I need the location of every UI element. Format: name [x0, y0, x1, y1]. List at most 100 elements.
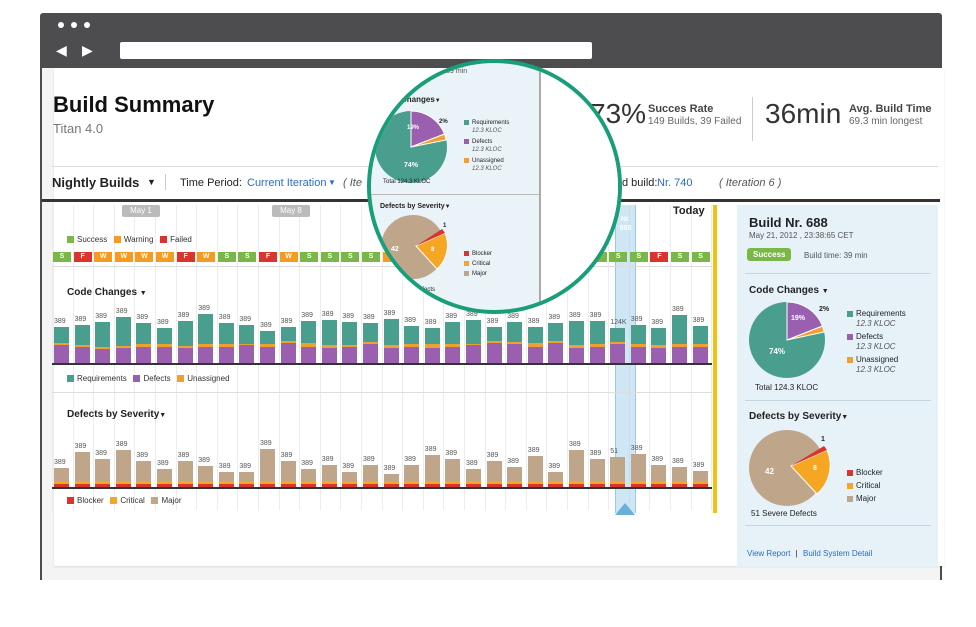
build-status-cell[interactable]: W: [197, 252, 216, 262]
nightly-builds-dropdown[interactable]: Nightly Builds: [52, 175, 140, 190]
unassigned-bar[interactable]: [569, 345, 584, 348]
back-arrow-icon[interactable]: ◀: [56, 42, 67, 58]
defects-bar[interactable]: [527, 346, 543, 363]
unassigned-bar[interactable]: [404, 343, 420, 347]
unassigned-bar[interactable]: [321, 345, 337, 348]
defects-bar[interactable]: [404, 346, 420, 363]
critical-bar[interactable]: [301, 481, 317, 484]
unassigned-bar[interactable]: [445, 343, 461, 347]
unassigned-bar[interactable]: [507, 342, 523, 345]
requirements-bar[interactable]: [527, 326, 543, 344]
requirements-bar[interactable]: [342, 322, 358, 345]
critical-bar[interactable]: [177, 481, 193, 484]
critical-bar[interactable]: [445, 481, 461, 484]
requirements-bar[interactable]: [321, 320, 337, 346]
critical-bar[interactable]: [95, 481, 111, 484]
build-system-detail-link[interactable]: Build System Detail: [802, 549, 873, 558]
defects-bar[interactable]: [115, 347, 131, 363]
unassigned-bar[interactable]: [54, 343, 69, 346]
requirements-bar[interactable]: [54, 326, 69, 344]
blocker-bar[interactable]: [301, 484, 317, 487]
requirements-bar[interactable]: [466, 319, 481, 344]
defects-bar[interactable]: [507, 344, 523, 363]
unassigned-bar[interactable]: [218, 343, 234, 347]
blocker-bar[interactable]: [672, 484, 687, 487]
requirements-bar[interactable]: [548, 323, 564, 341]
time-period-dropdown[interactable]: Current Iteration: [247, 177, 327, 189]
critical-bar[interactable]: [589, 481, 605, 484]
critical-bar[interactable]: [239, 481, 255, 484]
unassigned-bar[interactable]: [342, 344, 358, 347]
build-link[interactable]: Nr. 740: [657, 177, 693, 189]
major-bar[interactable]: [424, 454, 440, 481]
unassigned-bar[interactable]: [383, 345, 399, 348]
build-status-cell[interactable]: F: [650, 252, 669, 262]
build-status-cell[interactable]: S: [341, 252, 360, 262]
critical-bar[interactable]: [363, 481, 378, 484]
critical-bar[interactable]: [342, 481, 358, 484]
critical-bar[interactable]: [198, 481, 214, 484]
blocker-bar[interactable]: [610, 484, 626, 487]
blocker-bar[interactable]: [218, 484, 234, 487]
defects-bar[interactable]: [239, 345, 255, 363]
critical-bar[interactable]: [115, 481, 131, 484]
unassigned-bar[interactable]: [548, 341, 564, 344]
major-bar[interactable]: [198, 465, 214, 481]
critical-bar[interactable]: [74, 481, 90, 484]
unassigned-bar[interactable]: [115, 345, 131, 348]
defects-bar[interactable]: [466, 345, 481, 363]
requirements-bar[interactable]: [136, 323, 152, 345]
requirements-bar[interactable]: [486, 327, 502, 341]
critical-bar[interactable]: [672, 481, 687, 484]
requirements-bar[interactable]: [424, 327, 440, 345]
defects-bar[interactable]: [177, 347, 193, 363]
blocker-bar[interactable]: [177, 484, 193, 487]
major-bar[interactable]: [157, 468, 172, 481]
build-status-cell[interactable]: S: [238, 252, 257, 262]
major-bar[interactable]: [527, 455, 543, 481]
requirements-bar[interactable]: [445, 321, 461, 344]
major-bar[interactable]: [54, 467, 69, 481]
major-bar[interactable]: [548, 472, 564, 481]
requirements-bar[interactable]: [692, 326, 708, 345]
defects-bar[interactable]: [445, 346, 461, 363]
critical-bar[interactable]: [610, 481, 626, 484]
defects-bar[interactable]: [548, 343, 564, 363]
defects-bar[interactable]: [218, 346, 234, 363]
defects-bar[interactable]: [651, 347, 667, 363]
unassigned-bar[interactable]: [610, 341, 626, 345]
defects-bar[interactable]: [54, 345, 69, 363]
defects-bar[interactable]: [321, 347, 337, 363]
critical-bar[interactable]: [486, 481, 502, 484]
major-bar[interactable]: [589, 459, 605, 481]
blocker-bar[interactable]: [383, 484, 399, 487]
major-bar[interactable]: [321, 464, 337, 481]
blocker-bar[interactable]: [260, 484, 275, 487]
defects-bar[interactable]: [424, 347, 440, 363]
critical-bar[interactable]: [260, 481, 275, 484]
defects-bar[interactable]: [74, 346, 90, 363]
blocker-bar[interactable]: [198, 484, 214, 487]
major-bar[interactable]: [672, 466, 687, 481]
requirements-bar[interactable]: [218, 322, 234, 344]
major-bar[interactable]: [569, 450, 584, 481]
blocker-bar[interactable]: [342, 484, 358, 487]
major-bar[interactable]: [486, 461, 502, 481]
blocker-bar[interactable]: [692, 484, 708, 487]
major-bar[interactable]: [610, 456, 626, 481]
build-status-cell[interactable]: S: [320, 252, 339, 262]
critical-bar[interactable]: [466, 481, 481, 484]
build-status-cell[interactable]: W: [135, 252, 154, 262]
unassigned-bar[interactable]: [486, 341, 502, 344]
major-bar[interactable]: [218, 472, 234, 481]
requirements-bar[interactable]: [280, 326, 296, 341]
defects-bar[interactable]: [630, 346, 646, 363]
build-status-cell[interactable]: S: [53, 252, 71, 262]
critical-bar[interactable]: [569, 481, 584, 484]
unassigned-bar[interactable]: [424, 344, 440, 348]
build-status-cell[interactable]: S: [671, 252, 689, 262]
chevron-down-icon[interactable]: ▼: [147, 177, 156, 187]
blocker-bar[interactable]: [239, 484, 255, 487]
unassigned-bar[interactable]: [280, 341, 296, 344]
blocker-bar[interactable]: [424, 484, 440, 487]
